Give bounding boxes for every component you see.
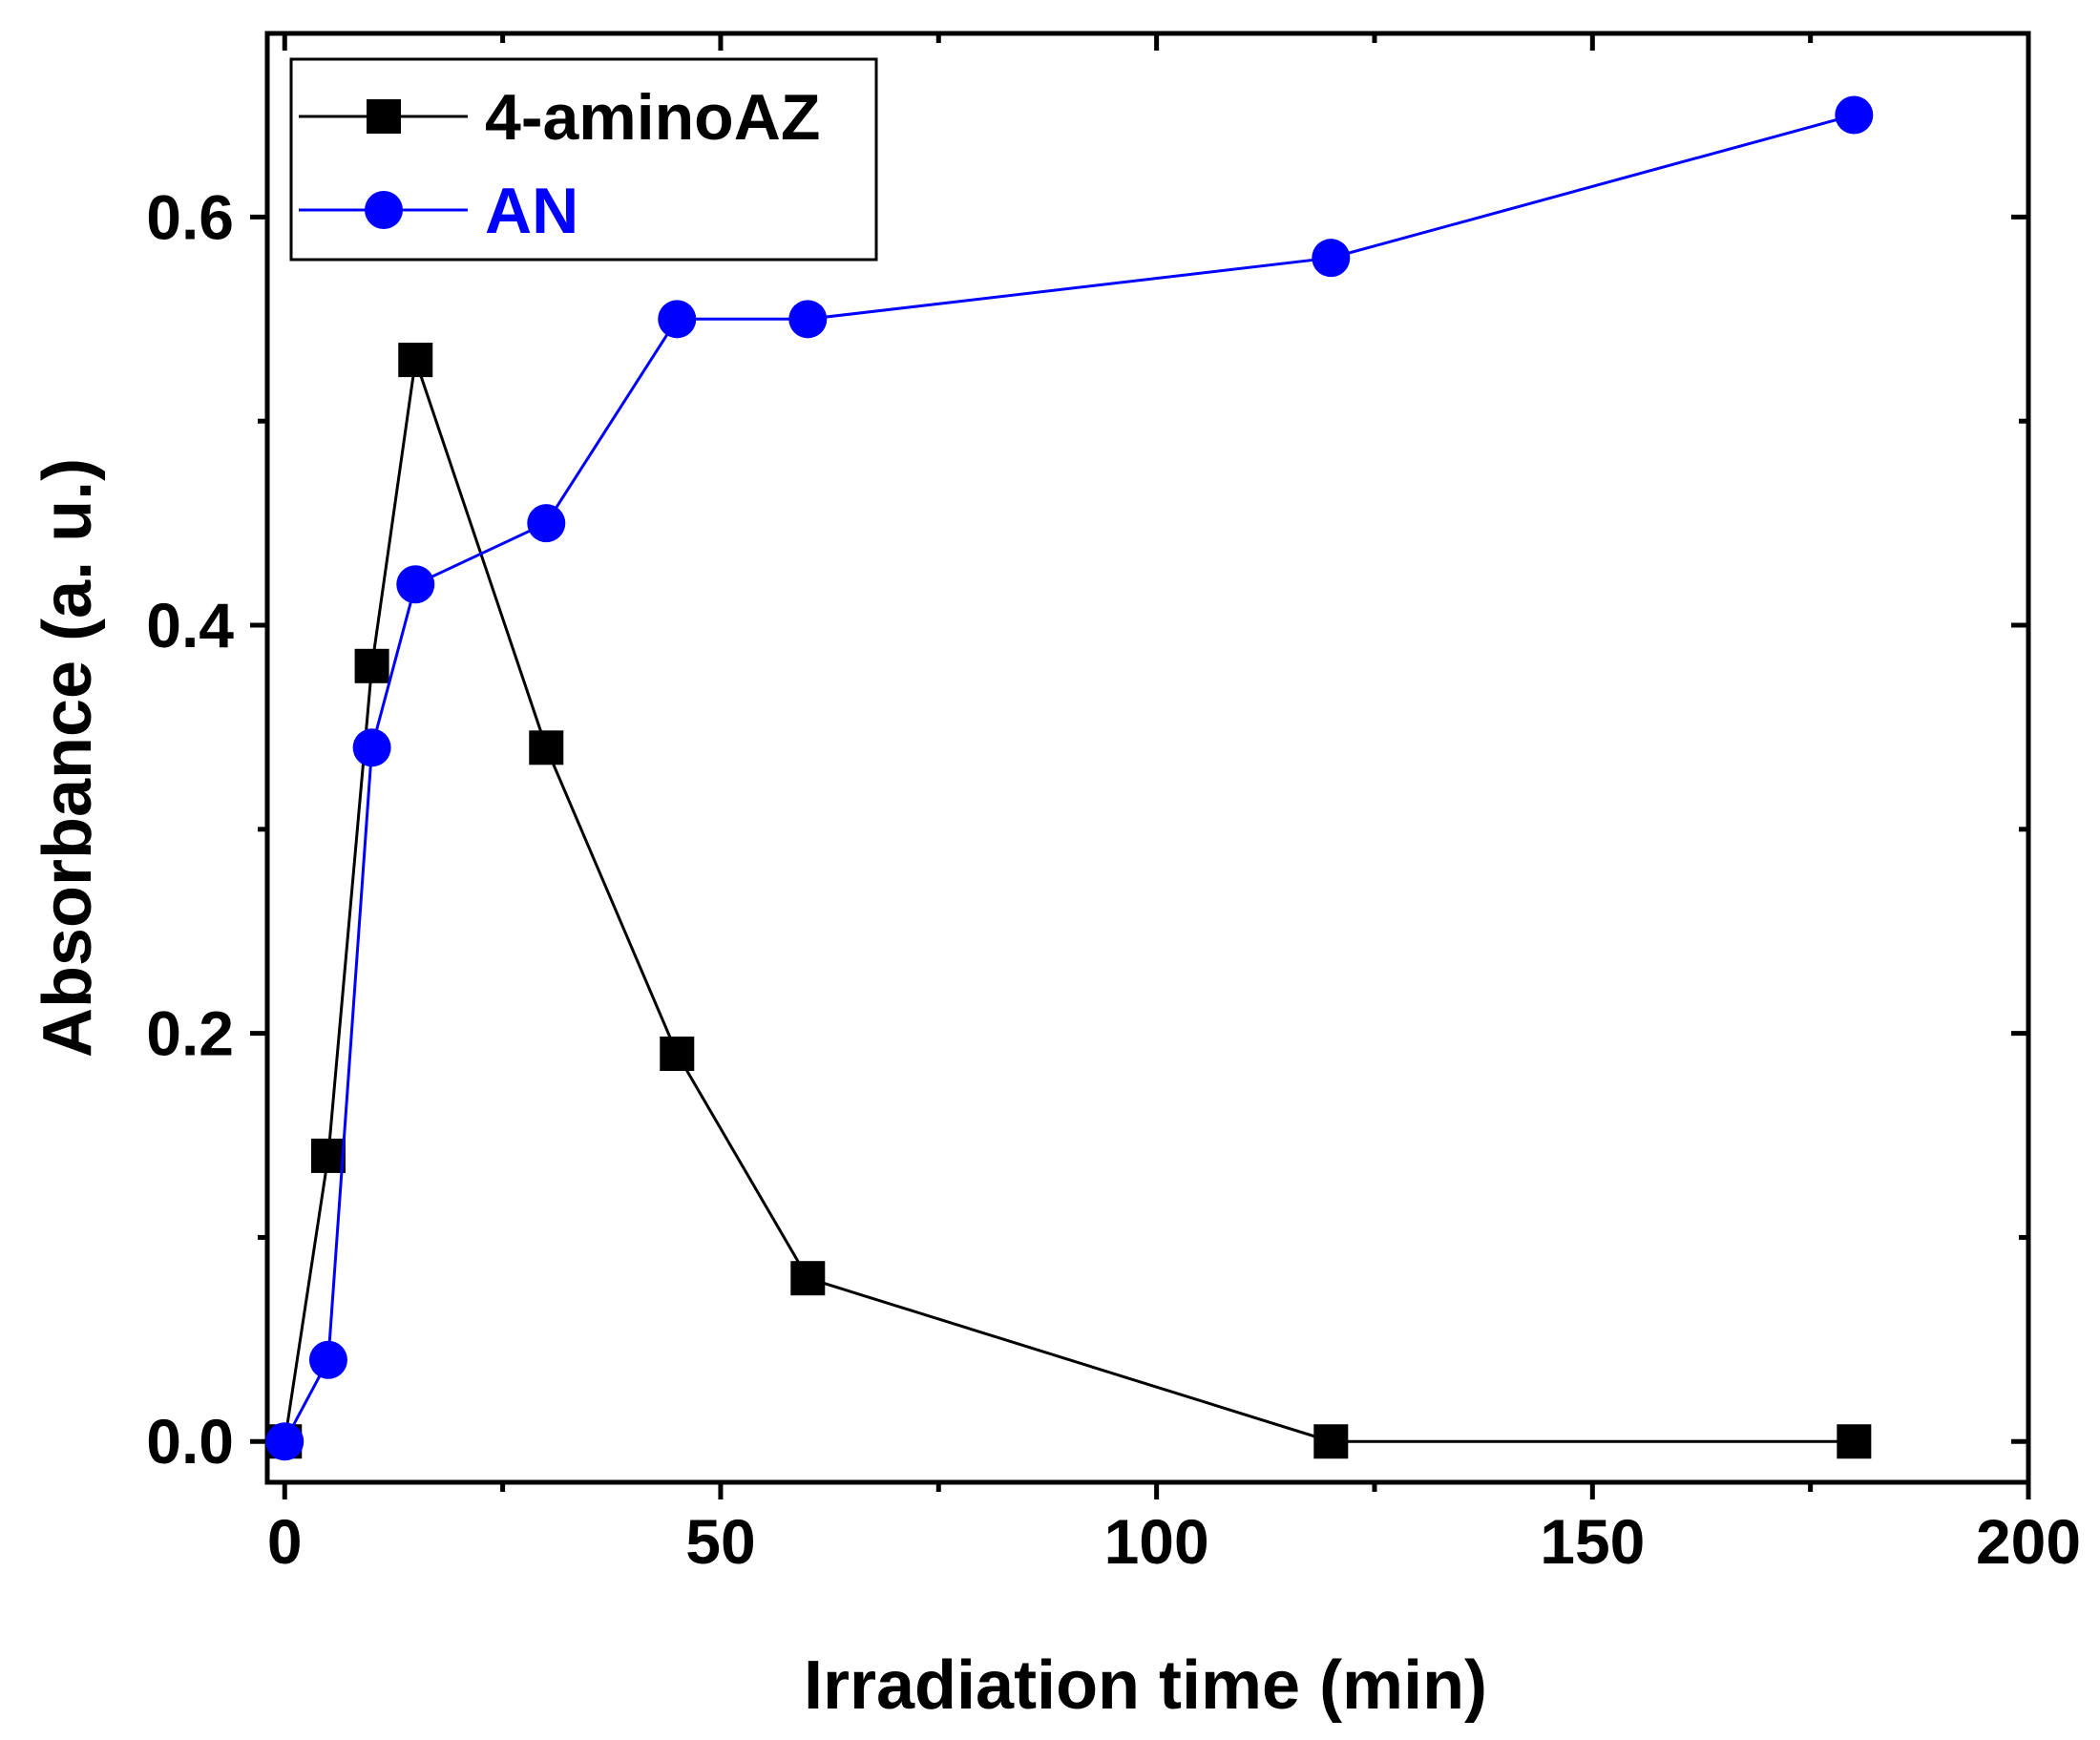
- data-point-4-aminoaz: [529, 730, 564, 765]
- data-point-4-aminoaz: [1837, 1424, 1872, 1459]
- data-point-4-aminoaz: [1313, 1424, 1349, 1459]
- legend: 4-aminoAZ AN: [289, 57, 878, 262]
- data-point-4-aminoaz: [790, 1261, 826, 1296]
- data-point-an: [1835, 95, 1874, 135]
- x-tick-label: 100: [1104, 1506, 1209, 1577]
- series-layer: [265, 95, 1874, 1461]
- y-tick-label: 0.2: [146, 998, 234, 1069]
- x-tick-label: 200: [1976, 1506, 2081, 1577]
- legend-label-AN: AN: [485, 175, 578, 247]
- y-axis-label: Absorbance (a. u.): [30, 458, 106, 1058]
- data-point-an: [352, 728, 391, 767]
- data-point-4-aminoaz: [354, 648, 389, 683]
- x-tick-label: 150: [1540, 1506, 1645, 1577]
- y-tick-label: 0.4: [146, 590, 234, 660]
- data-point-4-aminoaz: [660, 1037, 695, 1072]
- data-point-4-aminoaz: [398, 343, 433, 378]
- x-axis-label: Irradiation time (min): [804, 1647, 1487, 1724]
- legend-label-4-aminoAZ: 4-aminoAZ: [485, 81, 820, 154]
- series-line-4-aminoaz: [283, 359, 1855, 1443]
- data-point-an: [658, 300, 697, 339]
- legend-marker-AN: [365, 191, 403, 229]
- y-tick-label: 0.6: [146, 181, 234, 252]
- data-point-4-aminoaz: [310, 1138, 346, 1173]
- data-point-an: [265, 1422, 304, 1461]
- legend-marker-4-aminoAZ: [367, 99, 401, 134]
- axis-ticks: [250, 33, 2031, 1499]
- data-point-an: [1312, 239, 1351, 278]
- plot-frame: [264, 31, 2031, 1485]
- y-tick-label: 0.0: [146, 1406, 234, 1477]
- data-point-an: [788, 300, 828, 339]
- data-point-an: [396, 565, 435, 604]
- series-line-an: [283, 114, 1855, 1442]
- x-tick-label: 50: [685, 1506, 755, 1577]
- x-tick-label: 0: [267, 1506, 303, 1577]
- data-point-an: [527, 504, 566, 543]
- data-point-an: [308, 1340, 347, 1379]
- axis-tick-labels: 0 50 100 150 200 0.0 0.2 0.4 0.6: [146, 181, 2081, 1577]
